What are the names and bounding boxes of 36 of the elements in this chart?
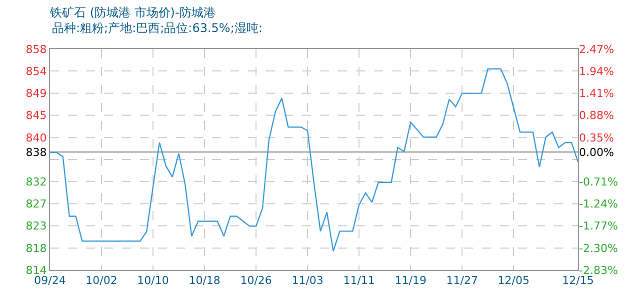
x-tick-label: 09/24 <box>34 274 66 288</box>
y2-tick-label: -0.71% <box>579 175 618 188</box>
y-tick-label: 845 <box>26 109 47 122</box>
x-tick-label: 10/10 <box>137 274 169 288</box>
x-tick-label: 10/18 <box>188 274 220 288</box>
y2-tick-label: -1.24% <box>579 198 618 211</box>
y-tick-label: 814 <box>26 264 47 277</box>
y-tick-label: 818 <box>26 242 47 255</box>
y2-tick-label: -2.83% <box>579 264 618 277</box>
y-tick-label: 827 <box>26 198 47 211</box>
y-tick-label: 832 <box>26 175 47 188</box>
y2-tick-label: 0.00% <box>579 146 614 159</box>
y2-tick-label: 0.35% <box>579 131 614 144</box>
x-tick-label: 10/02 <box>86 274 118 288</box>
line-series <box>50 68 578 252</box>
y2-tick-label: 1.94% <box>579 64 614 78</box>
chart-subtitle: 品种:粗粉;产地:巴西;品位:63.5%;湿吨: <box>52 21 262 35</box>
y-tick-label: 823 <box>26 220 47 233</box>
y2-tick-label: 1.41% <box>579 87 614 100</box>
y-tick-label: 854 <box>26 64 47 78</box>
x-tick-label: 12/05 <box>498 274 530 288</box>
x-tick-label: 12/15 <box>562 274 594 288</box>
x-tick-label: 10/26 <box>240 274 272 288</box>
y2-tick-label: -1.77% <box>579 220 618 233</box>
y2-tick-label: 0.88% <box>579 109 614 122</box>
y-tick-label: 840 <box>26 131 47 144</box>
x-tick-label: 11/19 <box>394 274 426 288</box>
y-tick-label: 858 <box>26 42 47 56</box>
y-tick-label: 838 <box>26 146 47 159</box>
x-tick-label: 11/27 <box>446 274 478 288</box>
y2-tick-label: -2.30% <box>579 242 618 255</box>
x-tick-label: 11/03 <box>292 274 324 288</box>
y-tick-label: 849 <box>26 87 47 100</box>
chart-title: 铁矿石 (防城港 市场价)-防城港 <box>49 5 216 20</box>
x-tick-label: 11/11 <box>343 274 375 288</box>
y2-tick-label: 2.47% <box>579 42 614 56</box>
